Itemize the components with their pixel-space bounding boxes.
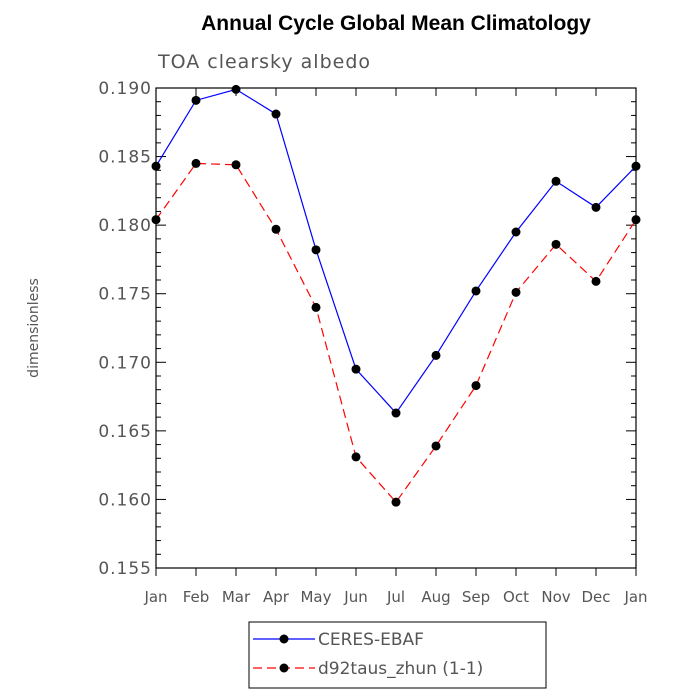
legend-label: CERES-EBAF [318, 630, 424, 650]
data-point [311, 302, 321, 312]
data-point [351, 364, 361, 374]
data-point [471, 286, 481, 296]
y-tick-label: 0.185 [98, 148, 152, 168]
x-tick-label: Nov [541, 588, 570, 606]
data-point [551, 176, 561, 186]
x-tick-label: Mar [222, 588, 251, 606]
x-tick-label: Jan [623, 588, 647, 606]
data-point [271, 224, 281, 234]
data-point [191, 95, 201, 105]
data-point [351, 452, 361, 462]
data-point [591, 202, 601, 212]
series-line [155, 162, 637, 504]
legend-marker [279, 634, 289, 644]
data-point [551, 239, 561, 249]
data-point [311, 245, 321, 255]
axis-ticks [155, 87, 637, 576]
data-point [471, 381, 481, 391]
data-point [511, 227, 521, 237]
legend-label: d92taus_zhun (1-1) [318, 659, 483, 679]
data-point [231, 160, 241, 170]
data-point [511, 287, 521, 297]
x-tick-label: Jun [343, 588, 367, 606]
y-tick-label: 0.160 [98, 490, 152, 510]
x-tick-label: Dec [581, 588, 610, 606]
x-tick-label: Jan [143, 588, 167, 606]
y-tick-label: 0.190 [98, 79, 152, 99]
y-axis-label: dimensionless [26, 278, 42, 378]
axis-tick-labels: 0.155 0.160 0.165 0.170 0.175 0.180 0.185 0.190… [98, 79, 647, 606]
chart-subtitle: TOA clearsky albedo [157, 51, 371, 73]
x-tick-label: Aug [421, 588, 450, 606]
legend: CERES-EBAF d92taus_zhun (1-1) [248, 621, 547, 689]
data-point [431, 350, 441, 360]
y-tick-label: 0.155 [98, 559, 152, 579]
series-layer [151, 84, 641, 507]
data-point [391, 408, 401, 418]
y-tick-label: 0.180 [98, 216, 152, 236]
series-2 [151, 158, 641, 507]
x-tick-label: Jul [386, 588, 405, 606]
y-tick-label: 0.165 [98, 422, 152, 442]
data-point [391, 497, 401, 507]
chart-title: Annual Cycle Global Mean Climatology [201, 12, 591, 35]
data-point [591, 276, 601, 286]
x-tick-label: Oct [503, 588, 529, 606]
plot-frame [155, 87, 637, 569]
x-tick-label: Sep [462, 588, 490, 606]
y-tick-label: 0.170 [98, 353, 152, 373]
y-tick-label: 0.175 [98, 285, 152, 305]
x-tick-label: Apr [263, 588, 290, 606]
data-point [271, 109, 281, 119]
x-tick-label: Feb [183, 588, 210, 606]
data-point [191, 158, 201, 168]
x-tick-label: May [300, 588, 331, 606]
data-point [231, 84, 241, 94]
legend-marker [279, 663, 289, 673]
series-1 [151, 84, 641, 418]
legend-box [248, 621, 547, 689]
data-point [431, 441, 441, 451]
